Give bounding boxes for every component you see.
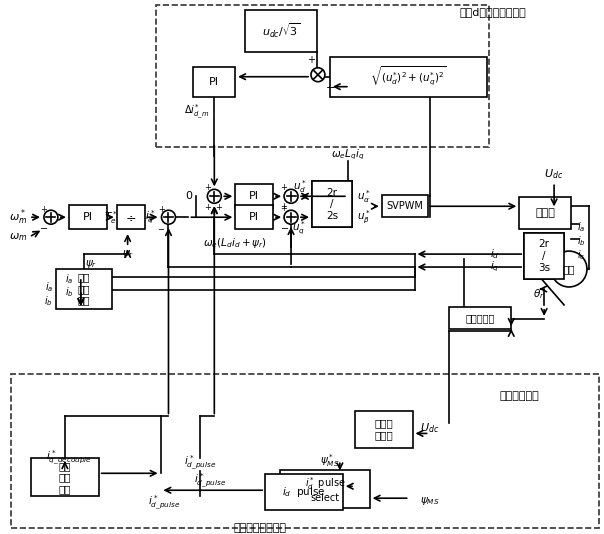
Text: $\Delta i_{d\_m}^{*}$: $\Delta i_{d\_m}^{*}$ xyxy=(184,103,209,121)
Text: +: + xyxy=(281,204,288,213)
Text: +: + xyxy=(281,183,288,192)
Text: $i_a$: $i_a$ xyxy=(577,221,585,234)
Text: +: + xyxy=(40,205,47,214)
Bar xyxy=(280,470,370,508)
Bar xyxy=(193,67,235,97)
Text: 转子
磁链
计算: 转子 磁链 计算 xyxy=(77,272,90,305)
Text: $i_a$: $i_a$ xyxy=(45,280,53,294)
Text: +: + xyxy=(215,203,222,212)
Text: $U_{dc}$: $U_{dc}$ xyxy=(420,421,439,435)
Text: 传统d轴电流弱磁控制: 传统d轴电流弱磁控制 xyxy=(460,7,526,17)
Bar xyxy=(330,57,487,97)
Text: +: + xyxy=(158,205,165,214)
Circle shape xyxy=(284,190,298,203)
Text: 坐标变换器: 坐标变换器 xyxy=(466,313,495,323)
Bar xyxy=(524,233,564,279)
Bar xyxy=(355,411,413,449)
Text: $\psi_r$: $\psi_r$ xyxy=(85,258,97,270)
Bar xyxy=(235,205,273,229)
Text: $u_{dc}/\sqrt{3}$: $u_{dc}/\sqrt{3}$ xyxy=(262,22,300,40)
Text: $i_{d\_pulse}^*$: $i_{d\_pulse}^*$ xyxy=(194,472,226,490)
Bar xyxy=(155,5,489,147)
Bar xyxy=(117,205,144,229)
Text: $U_{dc}$: $U_{dc}$ xyxy=(544,168,564,181)
Text: $i_d$: $i_d$ xyxy=(490,247,499,261)
Bar xyxy=(69,205,107,229)
Text: $i_{d\_pulse}^*$: $i_{d\_pulse}^*$ xyxy=(149,494,181,512)
Text: $u_\beta^*$: $u_\beta^*$ xyxy=(357,208,371,226)
Text: $\psi_r$: $\psi_r$ xyxy=(121,248,133,260)
Bar xyxy=(31,458,98,496)
Text: PI: PI xyxy=(249,212,259,222)
Text: $i_b$: $i_b$ xyxy=(577,234,586,248)
Text: $\div$: $\div$ xyxy=(125,211,137,224)
Bar xyxy=(265,474,343,510)
Bar xyxy=(382,195,428,217)
Bar xyxy=(524,233,564,279)
Text: 0: 0 xyxy=(185,191,192,201)
Circle shape xyxy=(161,210,175,224)
Text: 2r
/
3s: 2r / 3s xyxy=(538,239,550,273)
Text: +: + xyxy=(281,202,288,211)
Text: $i_a$: $i_a$ xyxy=(65,272,73,286)
Circle shape xyxy=(284,210,298,224)
Bar xyxy=(11,374,599,528)
Text: $\sqrt{(u_{d}^{*})^2+(u_{q}^{*})^2}$: $\sqrt{(u_{d}^{*})^2+(u_{q}^{*})^2}$ xyxy=(370,65,447,89)
Bar xyxy=(56,269,112,309)
Text: $\theta_r$: $\theta_r$ xyxy=(533,287,545,301)
Bar xyxy=(235,184,273,208)
Text: $i_b$: $i_b$ xyxy=(65,285,73,299)
Circle shape xyxy=(311,68,325,82)
Text: $-$: $-$ xyxy=(280,222,289,232)
Text: $i_c$: $i_c$ xyxy=(577,248,585,262)
Text: $u_\alpha^*$: $u_\alpha^*$ xyxy=(357,188,371,205)
Text: $i_d^*$ pulse
select: $i_d^*$ pulse select xyxy=(304,475,345,504)
Text: 逆变器: 逆变器 xyxy=(535,208,555,218)
Text: PI: PI xyxy=(210,77,219,87)
Bar xyxy=(312,182,352,227)
Bar xyxy=(312,182,352,227)
Text: $i_q^*$: $i_q^*$ xyxy=(146,208,156,226)
Text: 调磁电流脉冲选择: 调磁电流脉冲选择 xyxy=(234,523,287,533)
Bar xyxy=(245,10,317,52)
Text: $\omega_m^*$: $\omega_m^*$ xyxy=(9,207,27,227)
Text: $i_d$  pulse: $i_d$ pulse xyxy=(282,485,326,499)
Text: 记忆调磁控制: 记忆调磁控制 xyxy=(500,390,539,400)
Text: $i_b$: $i_b$ xyxy=(44,294,53,308)
Text: PI: PI xyxy=(83,212,93,222)
Text: $u_q^*$: $u_q^*$ xyxy=(292,219,306,237)
Text: $-$: $-$ xyxy=(325,81,335,91)
Text: $i_q$: $i_q$ xyxy=(490,260,499,274)
Text: +: + xyxy=(204,203,211,212)
Text: 2r
/
2s: 2r / 2s xyxy=(326,187,338,221)
Text: 解耦
电流
生成: 解耦 电流 生成 xyxy=(59,461,71,494)
Text: $\omega_m$: $\omega_m$ xyxy=(9,231,27,243)
Text: +: + xyxy=(307,55,315,65)
Bar xyxy=(519,197,571,229)
Text: $\psi_{MS}$: $\psi_{MS}$ xyxy=(420,495,439,507)
Text: $\omega_e(L_d i_d+\psi_r)$: $\omega_e(L_d i_d+\psi_r)$ xyxy=(204,236,267,250)
Text: 磁化状
态选择: 磁化状 态选择 xyxy=(374,419,393,440)
Text: +: + xyxy=(204,183,211,192)
Text: SVPWM: SVPWM xyxy=(386,201,423,211)
Bar xyxy=(449,307,511,329)
Text: $u_d^*$: $u_d^*$ xyxy=(293,178,307,195)
Text: $\psi_{MS}^*$: $\psi_{MS}^*$ xyxy=(320,452,339,469)
Text: PI: PI xyxy=(249,191,259,201)
Text: $\omega_e L_q i_q$: $\omega_e L_q i_q$ xyxy=(331,147,364,162)
Circle shape xyxy=(44,210,58,224)
Text: $T_e^*$: $T_e^*$ xyxy=(104,209,118,226)
Text: $i_{q\_decouple}^*$: $i_{q\_decouple}^*$ xyxy=(46,449,92,467)
Text: $i_{d\_pulse}^*$: $i_{d\_pulse}^*$ xyxy=(184,454,216,473)
Text: $-$: $-$ xyxy=(158,223,165,232)
Circle shape xyxy=(551,251,587,287)
Text: $-$: $-$ xyxy=(39,222,48,232)
Circle shape xyxy=(207,190,221,203)
Text: 电机: 电机 xyxy=(563,264,575,274)
